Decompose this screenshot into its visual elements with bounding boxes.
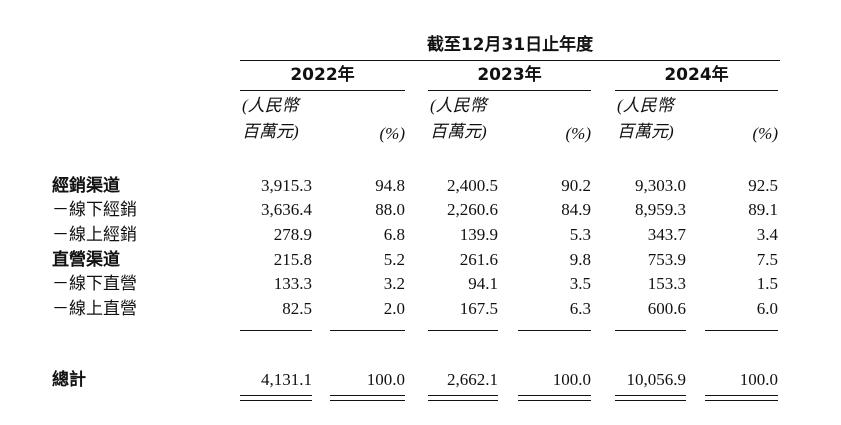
cell-value: 6.0 — [756, 299, 778, 318]
unit-label: (人民幣 — [617, 96, 674, 115]
cell-value: 343.7 — [647, 225, 686, 244]
cell-value: 6.3 — [569, 299, 591, 318]
total-rule — [240, 400, 312, 401]
cell-value: 753.9 — [647, 250, 686, 269]
cell-value: 3.4 — [756, 225, 778, 244]
subtotal-rule — [330, 330, 405, 331]
year-header: 2022年 — [290, 65, 355, 85]
cell-value: 100.0 — [552, 370, 591, 389]
cell-value: 82.5 — [282, 299, 312, 318]
header-rule — [240, 60, 780, 61]
cell-value: 7.5 — [756, 250, 778, 269]
year-rule — [615, 90, 778, 91]
total-rule — [705, 395, 778, 396]
cell-value: 92.5 — [748, 176, 778, 195]
row-label: －線下經銷 — [52, 200, 137, 219]
pct-label: (%) — [379, 124, 405, 143]
year-rule — [428, 90, 591, 91]
row-label: －線下直營 — [52, 274, 137, 293]
total-rule — [615, 395, 686, 396]
unit-label: 百萬元) — [617, 122, 674, 141]
total-rule — [330, 400, 405, 401]
cell-value: 94.8 — [375, 176, 405, 195]
cell-value: 133.3 — [273, 274, 312, 293]
cell-value: 600.6 — [647, 299, 686, 318]
subtotal-rule — [705, 330, 778, 331]
cell-value: 2.0 — [383, 299, 405, 318]
row-label: －線上直營 — [52, 299, 137, 318]
total-rule — [330, 395, 405, 396]
cell-value: 153.3 — [647, 274, 686, 293]
cell-value: 8,959.3 — [635, 200, 686, 219]
cell-value: 261.6 — [459, 250, 498, 269]
subtotal-rule — [615, 330, 686, 331]
cell-value: 100.0 — [739, 370, 778, 389]
cell-value: 3.5 — [569, 274, 591, 293]
year-header: 2023年 — [477, 65, 542, 85]
unit-label: (人民幣 — [242, 96, 299, 115]
total-rule — [518, 400, 591, 401]
cell-value: 2,662.1 — [447, 370, 498, 389]
pct-label: (%) — [565, 124, 591, 143]
unit-label: 百萬元) — [242, 122, 299, 141]
pct-label: (%) — [752, 124, 778, 143]
cell-value: 100.0 — [366, 370, 405, 389]
cell-value: 10,056.9 — [626, 370, 687, 389]
subtotal-rule — [240, 330, 312, 331]
year-rule — [240, 90, 405, 91]
cell-value: 9.8 — [569, 250, 591, 269]
row-label: 經銷渠道 — [52, 176, 120, 196]
unit-label: 百萬元) — [430, 122, 487, 141]
unit-label: (人民幣 — [430, 96, 487, 115]
subtotal-rule — [518, 330, 591, 331]
cell-value: 3.2 — [383, 274, 405, 293]
cell-value: 4,131.1 — [261, 370, 312, 389]
cell-value: 89.1 — [748, 200, 778, 219]
total-rule — [705, 400, 778, 401]
period-header: 截至12月31日止年度 — [426, 35, 594, 55]
cell-value: 90.2 — [561, 176, 591, 195]
row-label: 直營渠道 — [52, 250, 120, 270]
cell-value: 9,303.0 — [635, 176, 686, 195]
row-label: 總計 — [52, 370, 86, 390]
cell-value: 3,915.3 — [261, 176, 312, 195]
cell-value: 94.1 — [468, 274, 498, 293]
cell-value: 88.0 — [375, 200, 405, 219]
cell-value: 5.3 — [569, 225, 591, 244]
total-rule — [240, 395, 312, 396]
cell-value: 2,400.5 — [447, 176, 498, 195]
row-label: －線上經銷 — [52, 225, 137, 244]
subtotal-rule — [428, 330, 498, 331]
cell-value: 3,636.4 — [261, 200, 312, 219]
cell-value: 2,260.6 — [447, 200, 498, 219]
total-rule — [428, 395, 498, 396]
cell-value: 6.8 — [383, 225, 405, 244]
cell-value: 215.8 — [273, 250, 312, 269]
cell-value: 167.5 — [459, 299, 498, 318]
total-rule — [518, 395, 591, 396]
cell-value: 84.9 — [561, 200, 591, 219]
cell-value: 278.9 — [273, 225, 312, 244]
total-rule — [428, 400, 498, 401]
cell-value: 1.5 — [756, 274, 778, 293]
total-rule — [615, 400, 686, 401]
year-header: 2024年 — [664, 65, 729, 85]
cell-value: 5.2 — [383, 250, 405, 269]
cell-value: 139.9 — [459, 225, 498, 244]
